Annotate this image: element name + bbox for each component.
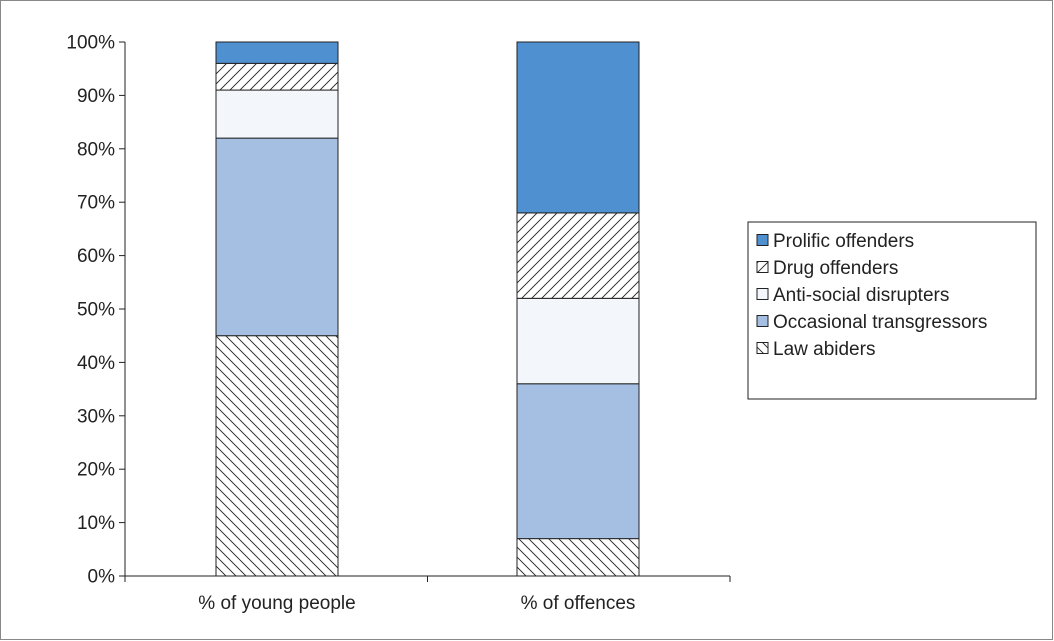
legend-swatch [756, 288, 769, 300]
x-category-label: % of offences [521, 593, 636, 614]
y-tick-label: 50% [77, 300, 115, 321]
bar-segment [516, 538, 640, 577]
y-tick-label: 70% [77, 193, 115, 214]
bar-segment [215, 335, 339, 577]
y-tick-label: 40% [77, 353, 115, 374]
bar-segment [215, 41, 339, 64]
legend-swatch [756, 342, 769, 354]
bar-segment [516, 41, 640, 214]
y-tick-label: 30% [77, 406, 115, 427]
legend: Prolific offenders Drug offenders Anti-soc… [747, 221, 1037, 400]
bar-segment [215, 89, 339, 139]
bars [215, 41, 640, 577]
y-tick-label: 10% [77, 513, 115, 534]
legend-label: Anti-social disrupters [773, 285, 949, 306]
y-tick-label: 0% [88, 567, 116, 588]
y-tick-label: 60% [77, 246, 115, 267]
legend-label: Occasional transgressors [773, 312, 987, 333]
bar-segment [516, 383, 640, 540]
bar-segment [516, 212, 640, 299]
y-tick-label: 90% [77, 86, 115, 107]
bar-segment [215, 62, 339, 91]
legend-label: Drug offenders [773, 258, 898, 279]
axes: 0% 10% 20% 30% 40% 50% 60% 70% 80% 90% 100% % of yo… [66, 33, 731, 614]
legend-label: Law abiders [773, 339, 875, 360]
legend-swatch [756, 261, 769, 273]
legend-label: Prolific offenders [773, 231, 914, 252]
bar-segment [215, 137, 339, 337]
y-tick-label: 80% [77, 139, 115, 160]
y-tick-label: 100% [66, 33, 115, 54]
legend-swatch [756, 234, 769, 246]
bar-segment [516, 297, 640, 385]
y-tick-label: 20% [77, 460, 115, 481]
legend-box [747, 221, 1037, 400]
x-category-label: % of young people [198, 593, 355, 614]
legend-swatch [756, 315, 769, 327]
